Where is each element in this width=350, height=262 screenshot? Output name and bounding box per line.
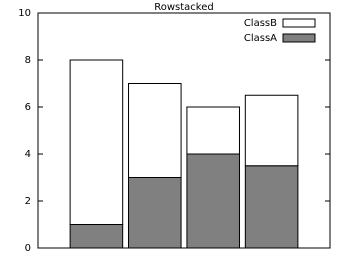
chart-title: Rowstacked	[154, 2, 214, 13]
bar	[244, 94, 299, 167]
legend-swatch	[282, 33, 316, 43]
bar	[69, 224, 124, 249]
y-tick-label: 4	[25, 149, 31, 160]
legend-swatch	[282, 18, 316, 28]
y-tick-label: 2	[25, 196, 31, 207]
bar	[128, 83, 182, 178]
bar	[186, 106, 240, 155]
bar	[128, 177, 182, 249]
y-tick-label: 8	[25, 55, 31, 66]
bar	[244, 165, 299, 249]
plot-frame	[37, 12, 331, 249]
y-tick-label: 10	[18, 8, 31, 19]
y-tick-label: 6	[25, 102, 31, 113]
y-tick-label: 0	[25, 243, 31, 254]
legend-label: ClassB	[244, 18, 277, 29]
bar	[69, 59, 124, 225]
bar	[186, 153, 240, 249]
legend-label: ClassA	[244, 33, 277, 44]
